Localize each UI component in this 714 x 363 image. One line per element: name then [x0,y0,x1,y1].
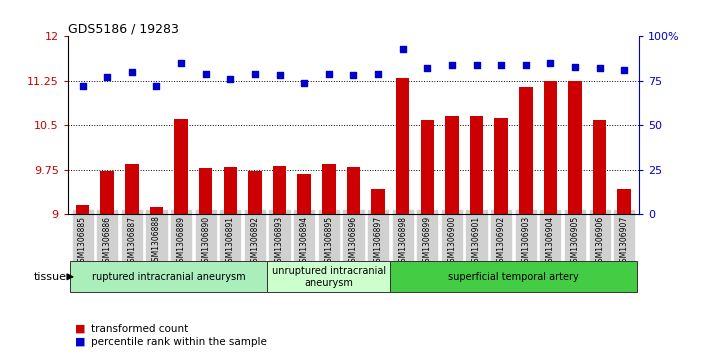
Text: superficial temporal artery: superficial temporal artery [448,272,579,282]
Point [151,83,162,89]
Bar [298,175,311,214]
Point [421,65,433,71]
Bar [470,116,483,214]
Bar [267,261,391,292]
Bar [396,78,409,214]
Point [298,79,310,85]
Bar [568,81,582,214]
Bar [593,121,606,214]
Point [569,64,580,69]
Bar [125,164,139,214]
Point [618,67,630,73]
Bar [618,189,631,214]
Point [594,65,605,71]
Bar [174,119,188,214]
Text: unruptured intracranial
aneurysm: unruptured intracranial aneurysm [272,266,386,287]
Bar [421,121,434,214]
Text: percentile rank within the sample: percentile rank within the sample [91,337,266,347]
Bar [199,168,213,214]
Bar [322,164,336,214]
Point [225,76,236,82]
Point [101,74,113,80]
Bar [371,189,385,214]
Bar [248,171,262,214]
Point [323,71,335,77]
Bar [101,171,114,214]
Point [249,71,261,77]
Text: ruptured intracranial aneurysm: ruptured intracranial aneurysm [92,272,246,282]
Bar [543,81,557,214]
Text: GDS5186 / 19283: GDS5186 / 19283 [68,22,178,35]
Text: transformed count: transformed count [91,323,188,334]
Point [77,83,89,89]
Point [348,73,359,78]
Bar [391,261,637,292]
Bar [76,205,89,214]
Point [471,62,482,68]
Bar [223,167,237,214]
Bar [273,166,286,214]
Bar [445,116,458,214]
Point [200,71,211,77]
Bar [70,261,267,292]
Bar [150,207,164,214]
Text: ■: ■ [75,323,86,334]
Text: tissue: tissue [34,272,67,282]
Point [496,62,507,68]
Point [446,62,458,68]
Point [176,60,187,66]
Point [520,62,531,68]
Bar [519,87,533,214]
Point [126,69,138,75]
Point [372,71,383,77]
Bar [347,167,360,214]
Bar [494,118,508,214]
Point [397,46,408,52]
Point [545,60,556,66]
Point [274,73,286,78]
Text: ■: ■ [75,337,86,347]
